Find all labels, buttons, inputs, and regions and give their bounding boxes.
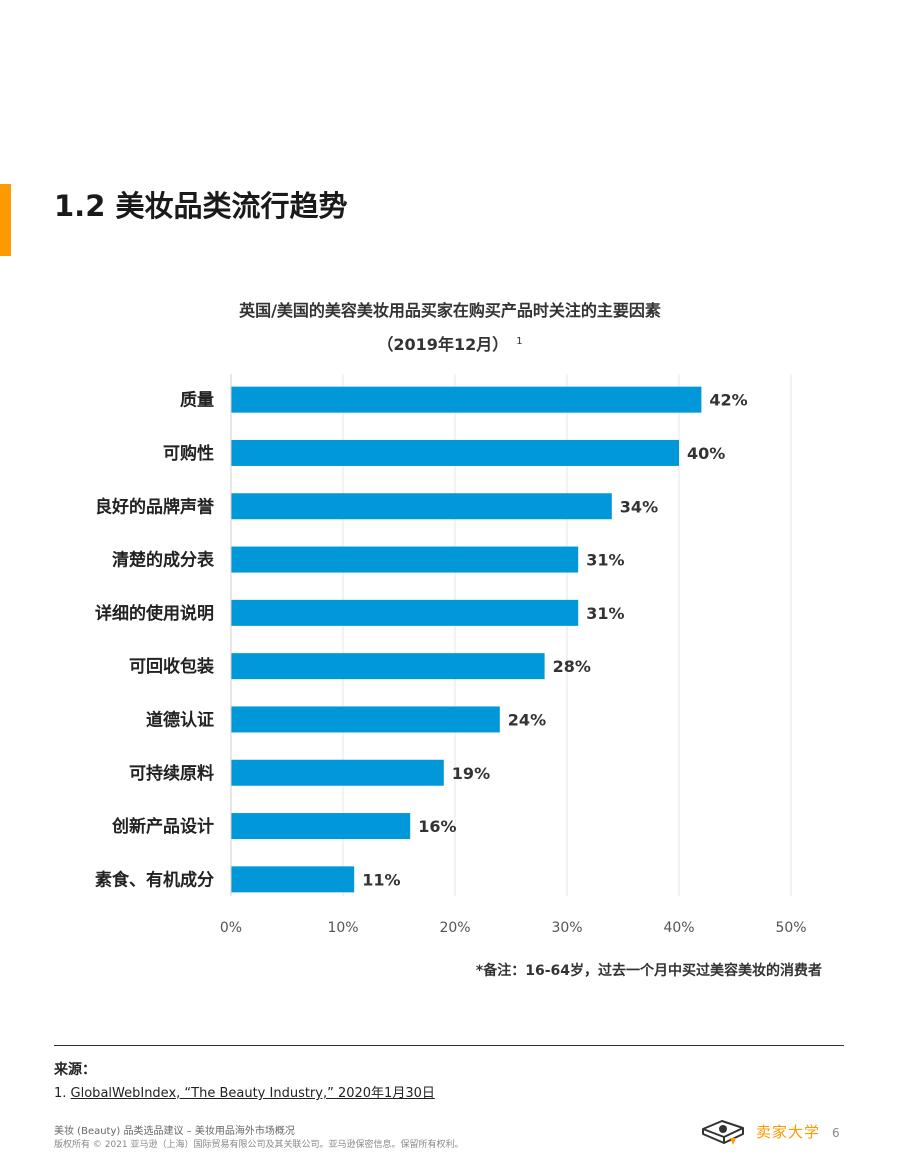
category-label: 创新产品设计 [111,816,214,837]
data-label: 40% [687,444,725,463]
source-number: 1. [54,1086,67,1101]
chart-footnote-marker: 1 [516,335,523,347]
category-label: 可持续原料 [129,763,214,784]
footer-copyright: 版权所有 © 2021 亚马逊（上海）国际贸易有限公司及其关联公司。亚马逊保密信… [54,1140,464,1150]
bar [231,706,500,733]
category-label: 可回收包装 [129,656,214,677]
bar-chart: 0% 10% 20% 30% 40% 50% 质量 42% 可购性 40% 良好的品牌声誉 34% 清楚… [95,374,807,936]
book-logo-icon [702,1120,744,1145]
x-tick-label: 0% [220,920,242,936]
accent-bar [0,184,11,256]
chart-note: *备注：16-64岁，过去一个月中买过美容美妆的消费者 [475,963,822,979]
category-label: 道德认证 [146,709,214,730]
data-label: 31% [586,551,624,570]
x-tick-label: 40% [663,920,694,936]
source-item: 1. GlobalWebIndex, “The Beauty Industry,… [54,1082,435,1101]
bar [231,866,355,893]
x-tick-label: 10% [327,920,358,936]
source-link[interactable]: GlobalWebIndex, “The Beauty Industry,” 2… [70,1086,435,1101]
sources-heading: 来源： [54,1062,96,1078]
category-label: 质量 [180,390,214,411]
divider [54,1045,844,1046]
x-tick-label: 30% [551,920,582,936]
category-label: 清楚的成分表 [112,550,215,571]
bar [231,439,679,466]
bar [231,813,411,840]
bar [231,599,579,626]
data-label: 28% [553,657,591,676]
x-tick-label: 20% [439,920,470,936]
chart-subtitle-text: （2019年12月） [377,335,509,354]
brand-name: 卖家大学 [756,1122,821,1141]
bar [231,653,545,680]
bar [231,546,579,573]
data-label: 19% [452,764,490,783]
data-label: 31% [586,604,624,623]
chart-subtitle: （2019年12月） 1 [0,331,900,355]
footer-document-title: 美妆 (Beauty) 品类选品建议 – 美妆用品海外市场概况 [54,1126,295,1137]
brand-logo: 卖家大学 [700,1116,820,1146]
page-title: 1.2 美妆品类流行趋势 [54,189,348,223]
bar [231,759,444,786]
category-label: 可购性 [163,443,214,464]
data-label: 42% [709,391,747,410]
data-label: 11% [362,870,400,889]
data-label: 34% [620,497,658,516]
category-label: 详细的使用说明 [95,603,214,624]
bar [231,386,702,413]
bar [231,493,612,520]
data-label: 24% [508,710,546,729]
category-label: 素食、有机成分 [95,869,214,890]
data-label: 16% [418,817,456,836]
category-label: 良好的品牌声誉 [95,496,215,517]
x-tick-label: 50% [775,920,806,936]
page-number: 6 [832,1126,840,1140]
chart-title: 英国/美国的美容美妆用品买家在购买产品时关注的主要因素 [239,301,661,320]
